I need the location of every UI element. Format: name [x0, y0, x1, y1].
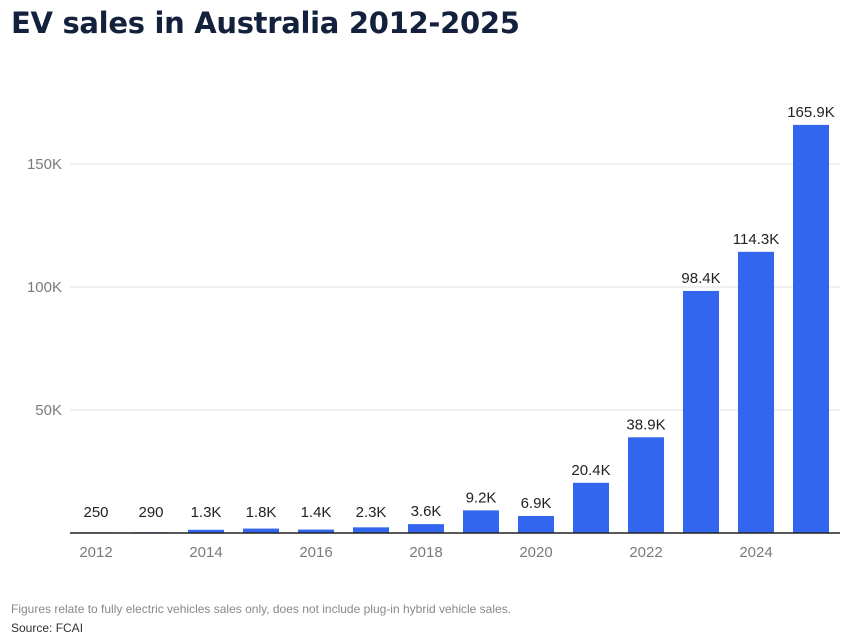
x-tick-label: 2016	[299, 544, 332, 561]
x-tick-label: 2020	[519, 544, 552, 561]
data-label: 2.3K	[356, 504, 387, 521]
footnote: Figures relate to fully electric vehicle…	[11, 602, 512, 616]
x-tick-label: 2018	[409, 544, 442, 561]
bar-chart: 50K 100K 150K 250 290 1.3K 1.8K 1.4K 2.3K 3.6K 9.…	[27, 104, 840, 561]
data-label: 6.9K	[521, 495, 552, 512]
source-note: Source: FCAI	[11, 621, 84, 635]
y-tick-label: 150K	[27, 156, 62, 173]
bar	[573, 482, 609, 533]
x-tick-label: 2012	[79, 544, 112, 561]
bar	[628, 437, 664, 533]
x-tick-label: 2024	[739, 544, 772, 561]
y-tick-label: 50K	[35, 402, 62, 419]
bar	[353, 527, 389, 533]
bar	[243, 528, 279, 533]
bar	[683, 290, 719, 533]
y-tick-label: 100K	[27, 279, 62, 296]
data-label: 98.4K	[681, 270, 720, 287]
bar	[738, 251, 774, 533]
x-tick-label: 2014	[189, 544, 222, 561]
bar	[188, 529, 224, 533]
data-label: 20.4K	[571, 462, 610, 479]
bar	[463, 510, 499, 533]
data-label: 1.3K	[191, 504, 222, 521]
data-label: 38.9K	[626, 416, 665, 433]
data-label: 250	[83, 504, 108, 521]
bar	[298, 529, 334, 533]
x-axis-ticks: 2012 2014 2016 2018 2020 2022 2024	[79, 544, 772, 561]
bar	[793, 124, 829, 534]
data-label: 165.9K	[787, 104, 835, 121]
data-label: 290	[138, 504, 163, 521]
bar	[408, 524, 444, 533]
data-label: 1.8K	[246, 504, 277, 521]
data-labels: 250 290 1.3K 1.8K 1.4K 2.3K 3.6K 9.2K 6.9K 20.4K 3…	[83, 104, 834, 521]
data-label: 3.6K	[411, 503, 442, 520]
data-label: 114.3K	[733, 231, 779, 248]
x-tick-label: 2022	[629, 544, 662, 561]
data-label: 9.2K	[466, 489, 497, 506]
chart-title: EV sales in Australia 2012-2025	[11, 6, 520, 40]
data-label: 1.4K	[301, 504, 332, 521]
bar	[518, 516, 554, 533]
y-axis-ticks: 50K 100K 150K	[27, 156, 62, 419]
gridlines	[70, 163, 840, 411]
bars	[78, 124, 829, 534]
